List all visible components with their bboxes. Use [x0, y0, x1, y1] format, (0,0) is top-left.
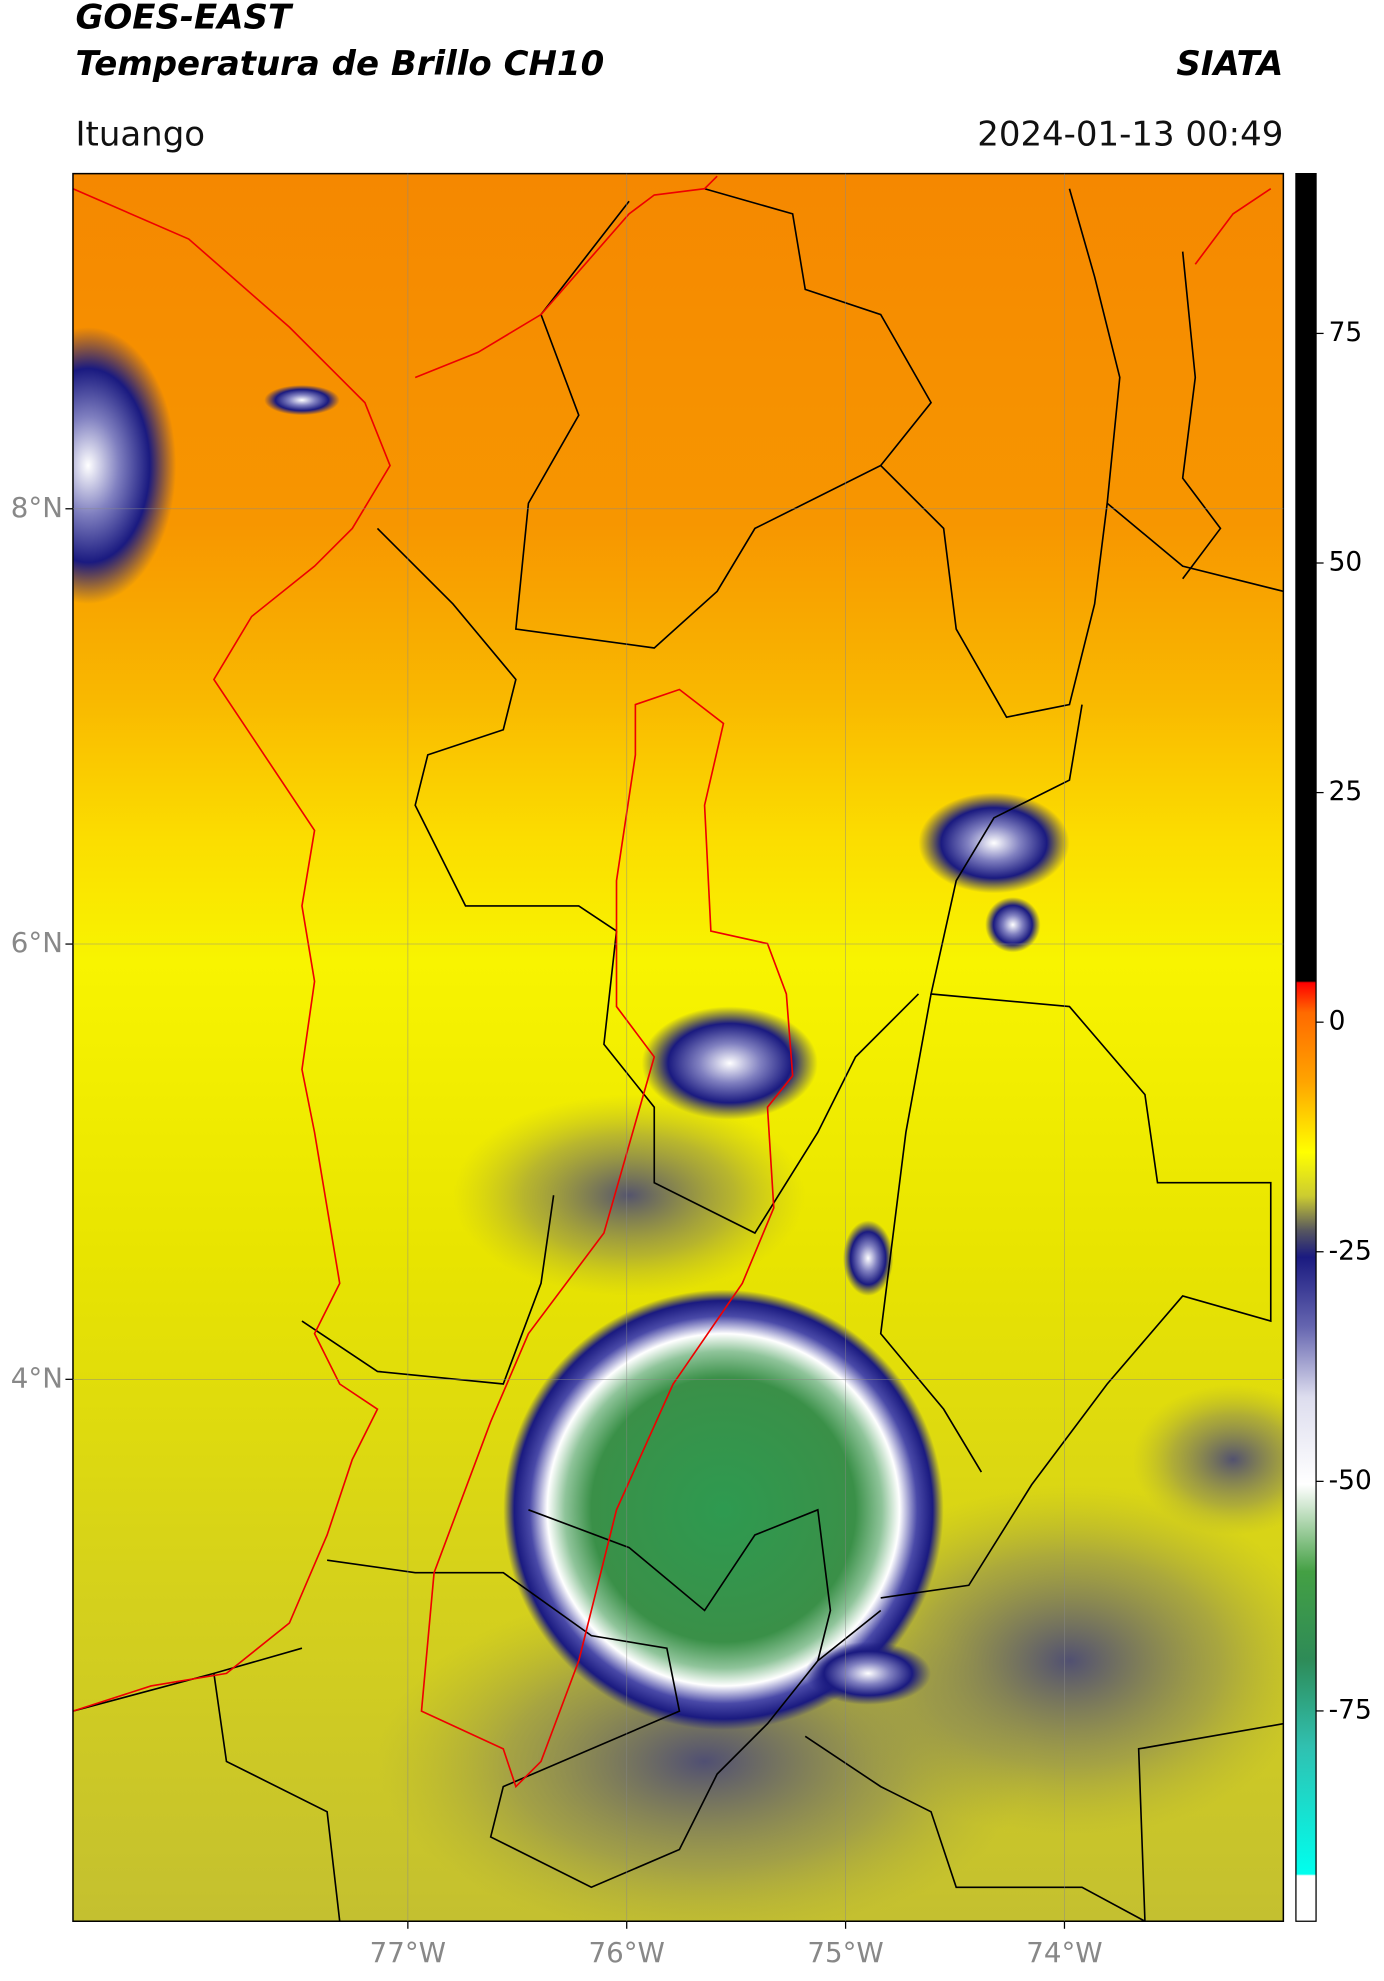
storm-core	[503, 1289, 944, 1730]
haze	[1132, 1384, 1284, 1535]
title: GOES-EAST	[75, 0, 293, 37]
cloud	[842, 1220, 894, 1296]
red-lines	[72, 175, 1272, 1789]
map-image	[72, 173, 1284, 1922]
x-tick-label: 76°W	[589, 1936, 665, 1969]
borders	[72, 187, 1284, 1922]
cloud	[918, 792, 1070, 894]
x-tick-label: 75°W	[807, 1936, 883, 1969]
colorbar-tick-label: 25	[1329, 776, 1363, 807]
organization: SIATA	[1176, 44, 1283, 84]
cloud	[72, 327, 177, 604]
y-tick-label: 6°N	[11, 926, 63, 959]
datetime: 2024-01-13 00:49	[977, 114, 1283, 154]
cloud	[805, 1641, 932, 1705]
location: Ituango	[75, 114, 205, 154]
subtitle: Temperatura de Brillo CH10	[75, 44, 604, 84]
cloud	[641, 1006, 818, 1120]
cloud	[985, 897, 1041, 953]
colorbar-tick-label: -50	[1329, 1465, 1372, 1496]
colorbar-tick-label: -75	[1329, 1694, 1372, 1725]
colorbar-tick-label: 0	[1329, 1006, 1346, 1037]
colorbar-tick-label: 50	[1329, 547, 1363, 578]
colorbar	[1295, 172, 1317, 1922]
x-tick-label: 74°W	[1026, 1936, 1102, 1969]
colorbar-tick-label: 75	[1329, 317, 1363, 348]
y-tick-label: 8°N	[11, 491, 63, 524]
map-frame	[72, 172, 1285, 1922]
haze	[452, 1094, 806, 1296]
cloud	[264, 385, 340, 416]
x-tick-label: 77°W	[370, 1936, 446, 1969]
y-tick-label: 4°N	[11, 1361, 63, 1394]
colorbar-tick-label: -25	[1329, 1235, 1372, 1266]
